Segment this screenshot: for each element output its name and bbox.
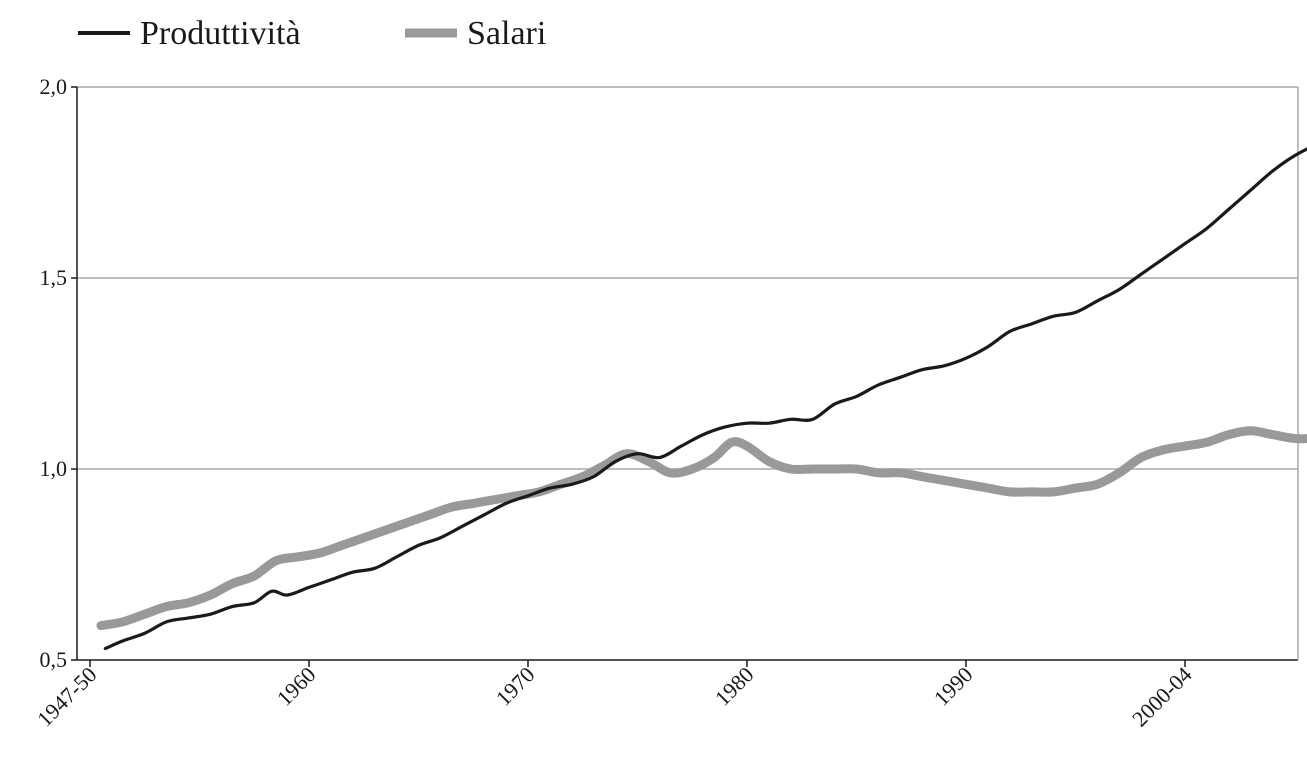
x-tick-label-5: 2000-04 xyxy=(1127,662,1197,732)
legend-label-salari: Salari xyxy=(467,15,546,52)
x-tick-label-0: 1947-50 xyxy=(32,662,102,732)
x-tick-label-2: 1970 xyxy=(491,662,540,711)
plot-area: 0,5 1,0 1,5 2,0 1947-50 1960 1970 1980 1990 2000-… xyxy=(32,74,1307,731)
x-tick-label-4: 1990 xyxy=(929,662,978,711)
y-tick-label-2: 1,5 xyxy=(40,265,68,290)
x-tick-label-3: 1980 xyxy=(710,662,759,711)
legend: Produttività Salari xyxy=(78,15,546,52)
legend-label-produttivita: Produttività xyxy=(140,15,301,52)
y-tick-label-3: 2,0 xyxy=(40,74,68,99)
series-line-salari xyxy=(96,426,1307,631)
y-tick-label-1: 1,0 xyxy=(40,456,68,481)
series-line-produttivita xyxy=(103,147,1307,651)
x-tick-label-1: 1960 xyxy=(272,662,321,711)
y-tick-label-0: 0,5 xyxy=(40,647,68,672)
